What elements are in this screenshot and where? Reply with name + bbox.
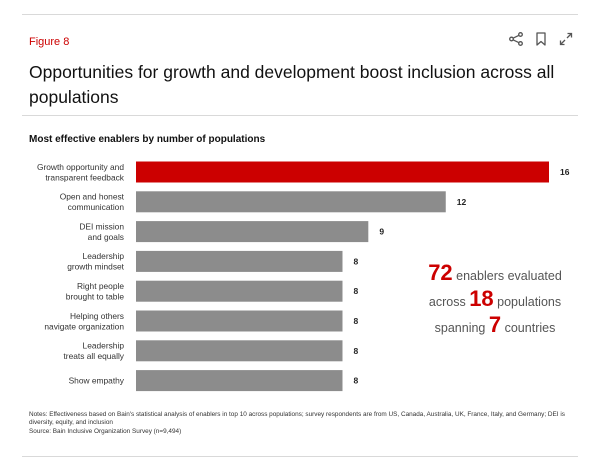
callout-countries-prefix: spanning <box>434 321 486 335</box>
callout-populations: across 18 populations <box>395 286 595 312</box>
figure-actions <box>508 31 574 47</box>
callout-populations-text: populations <box>497 295 562 309</box>
callout-countries-text: countries <box>504 321 556 335</box>
bar-value-label: 9 <box>379 227 384 237</box>
category-label: Show empathy <box>69 376 125 386</box>
bar-value-label: 16 <box>560 167 570 177</box>
title-divider <box>22 115 578 116</box>
source-text: Source: Bain Inclusive Organization Surv… <box>29 427 182 435</box>
bar-value-label: 8 <box>354 316 359 326</box>
bar-value-label: 12 <box>457 197 467 207</box>
expand-icon[interactable] <box>558 31 574 47</box>
top-divider <box>22 14 578 15</box>
chart-title: Most effective enablers by number of pop… <box>29 134 266 145</box>
category-label: Leadership treats all equally <box>63 341 124 362</box>
category-label: Right people brought to table <box>66 281 125 302</box>
notes-text: Notes: Effectiveness based on Bain's sta… <box>29 411 565 427</box>
bar <box>136 161 549 183</box>
bar-value-label: 8 <box>354 376 359 386</box>
chart-notes: Notes: Effectiveness based on Bain's sta… <box>29 411 574 436</box>
bottom-divider <box>22 456 578 457</box>
bar-value-label: 8 <box>354 346 359 356</box>
callout-populations-prefix: across <box>428 295 466 309</box>
bar <box>136 221 369 243</box>
share-icon[interactable] <box>508 31 524 47</box>
bookmark-icon[interactable] <box>533 31 549 47</box>
category-label: Growth opportunity and transparent feedba… <box>37 162 125 183</box>
callout-countries: spanning 7 countries <box>395 312 595 338</box>
bar <box>136 370 343 392</box>
figure-title: Opportunities for growth and development… <box>29 62 555 107</box>
callout-populations-number: 18 <box>469 286 494 311</box>
bar <box>136 191 446 213</box>
bar <box>136 340 343 362</box>
callout-enablers-number: 72 <box>428 260 453 285</box>
callout-countries-number: 7 <box>488 312 502 337</box>
bar-chart: 16 Growth opportunity and transparent feed… <box>37 161 570 392</box>
category-label: DEI mission and goals <box>79 221 124 242</box>
bar <box>136 280 343 302</box>
bar-value-label: 8 <box>354 286 359 296</box>
figure-label: Figure 8 <box>29 36 70 48</box>
bar-value-label: 8 <box>354 256 359 266</box>
category-label: Leadership growth mindset <box>67 251 124 272</box>
callout-enablers-text: enablers evaluated <box>456 269 562 283</box>
category-label: Open and honest communication <box>60 192 125 213</box>
bar <box>136 250 343 272</box>
callout-enablers: 72 enablers evaluated <box>395 260 595 286</box>
category-label: Helping others navigate organization <box>44 311 124 332</box>
bar <box>136 310 343 332</box>
